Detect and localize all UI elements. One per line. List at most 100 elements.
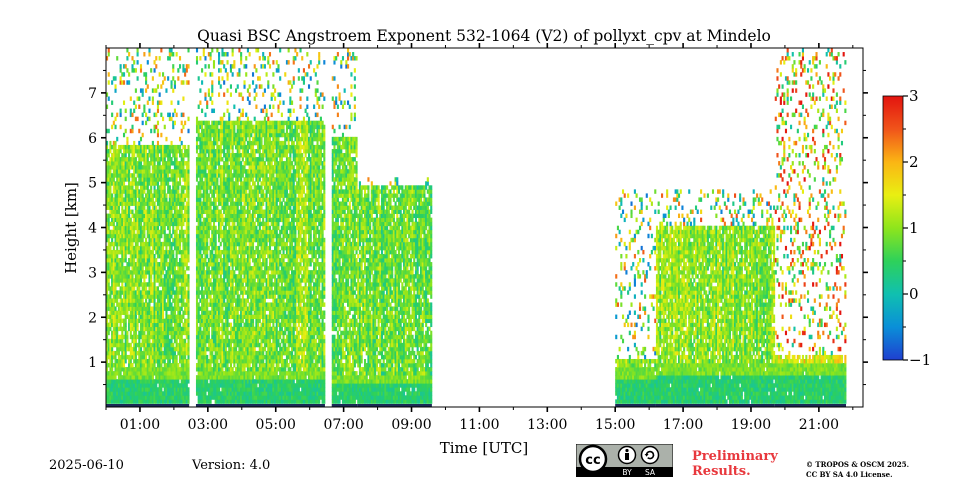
heatmap-cell [177, 334, 180, 340]
heatmap-cell [131, 302, 134, 307]
heatmap-cell [177, 395, 180, 400]
heatmap-cell [173, 379, 176, 384]
heatmap-cell [182, 294, 185, 299]
heatmap-cell [172, 330, 175, 336]
heatmap-cell [131, 245, 134, 251]
heatmap-cell [129, 157, 132, 162]
heatmap-cell [109, 165, 112, 170]
heatmap-cell [150, 213, 153, 219]
heatmap-cell [134, 306, 137, 311]
heatmap-cell [106, 221, 109, 227]
heatmap-cell [185, 148, 188, 154]
heatmap-cell [173, 363, 176, 368]
heatmap-cell [195, 245, 199, 251]
heatmap-cell [158, 375, 161, 380]
heatmap-cell [172, 391, 175, 396]
heatmap-cell [180, 379, 183, 384]
heatmap-cell [116, 262, 119, 267]
heatmap-cell [128, 148, 131, 154]
heatmap-cell [129, 221, 132, 227]
heatmap-cell [145, 258, 148, 263]
heatmap-cell [141, 326, 144, 332]
heatmap-cell [197, 104, 200, 109]
heatmap-cell [180, 334, 183, 340]
heatmap-cell [201, 205, 204, 210]
heatmap-cell [141, 266, 144, 271]
heatmap-cell [146, 379, 149, 384]
heatmap-cell [178, 342, 182, 348]
heatmap-cell [156, 181, 160, 186]
heatmap-cell [141, 358, 144, 364]
heatmap-cell [155, 274, 158, 279]
heatmap-cell [116, 173, 119, 178]
heatmap-cell [180, 80, 183, 85]
heatmap-cell [182, 290, 185, 295]
heatmap-cell [133, 153, 136, 158]
heatmap-cell [141, 270, 144, 275]
heatmap-cell [146, 173, 149, 178]
heatmap-cell [150, 342, 153, 348]
heatmap-cell [138, 371, 141, 376]
heatmap-cell [145, 193, 148, 198]
heatmap-cell [195, 379, 199, 384]
heatmap-cell [175, 262, 178, 267]
heatmap-cell [178, 229, 182, 235]
heatmap-cell [124, 64, 127, 69]
heatmap-cell [133, 233, 136, 239]
heatmap-cell [182, 253, 185, 259]
heatmap-cell [160, 294, 163, 299]
heatmap-cell [151, 169, 154, 174]
heatmap-cell [233, 104, 236, 109]
heatmap-cell [153, 338, 156, 344]
heatmap-cell [175, 338, 178, 344]
heatmap-cell [206, 379, 209, 384]
heatmap-cell [112, 266, 115, 271]
heatmap-cell [114, 367, 117, 372]
heatmap-cell [128, 258, 131, 263]
heatmap-cell [177, 100, 180, 105]
heatmap-cell [156, 213, 160, 219]
heatmap-cell [170, 294, 173, 299]
heatmap-cell [199, 363, 202, 368]
heatmap-cell [128, 237, 131, 243]
heatmap-cell [177, 330, 180, 336]
heatmap-cell [131, 237, 134, 243]
heatmap-cell [201, 358, 204, 364]
heatmap-cell [156, 262, 160, 267]
heatmap-cell [126, 201, 129, 206]
heatmap-cell [145, 80, 148, 85]
heatmap-cell [128, 399, 131, 404]
heatmap-cell [107, 350, 110, 356]
heatmap-cell [141, 169, 144, 174]
heatmap-cell [182, 193, 185, 198]
heatmap-cell [117, 153, 120, 158]
heatmap-cell [167, 354, 170, 360]
heatmap-cell [146, 322, 149, 328]
heatmap-cell [128, 209, 131, 214]
heatmap-cell [134, 249, 137, 255]
heatmap-cell [109, 286, 112, 291]
heatmap-cell [170, 379, 173, 384]
heatmap-cell [212, 193, 216, 198]
heatmap-cell [122, 153, 126, 158]
heatmap-cell [162, 322, 165, 328]
heatmap-cell [145, 334, 148, 340]
heatmap-cell [173, 161, 176, 166]
heatmap-cell [107, 169, 110, 174]
heatmap-cell [109, 140, 112, 146]
heatmap-cell [116, 338, 119, 344]
heatmap-cell [173, 258, 176, 263]
heatmap-cell [117, 338, 120, 344]
heatmap-cell [121, 169, 124, 174]
heatmap-cell [106, 237, 109, 243]
heatmap-cell [170, 84, 173, 89]
heatmap-cell [145, 326, 148, 332]
heatmap-cell [156, 306, 160, 311]
heatmap-cell [165, 258, 168, 263]
heatmap-cell [138, 310, 141, 315]
heatmap-cell [121, 249, 124, 255]
heatmap-cell [136, 253, 139, 259]
heatmap-cell [151, 399, 154, 404]
heatmap-cell [121, 274, 124, 279]
heatmap-cell [122, 229, 126, 235]
